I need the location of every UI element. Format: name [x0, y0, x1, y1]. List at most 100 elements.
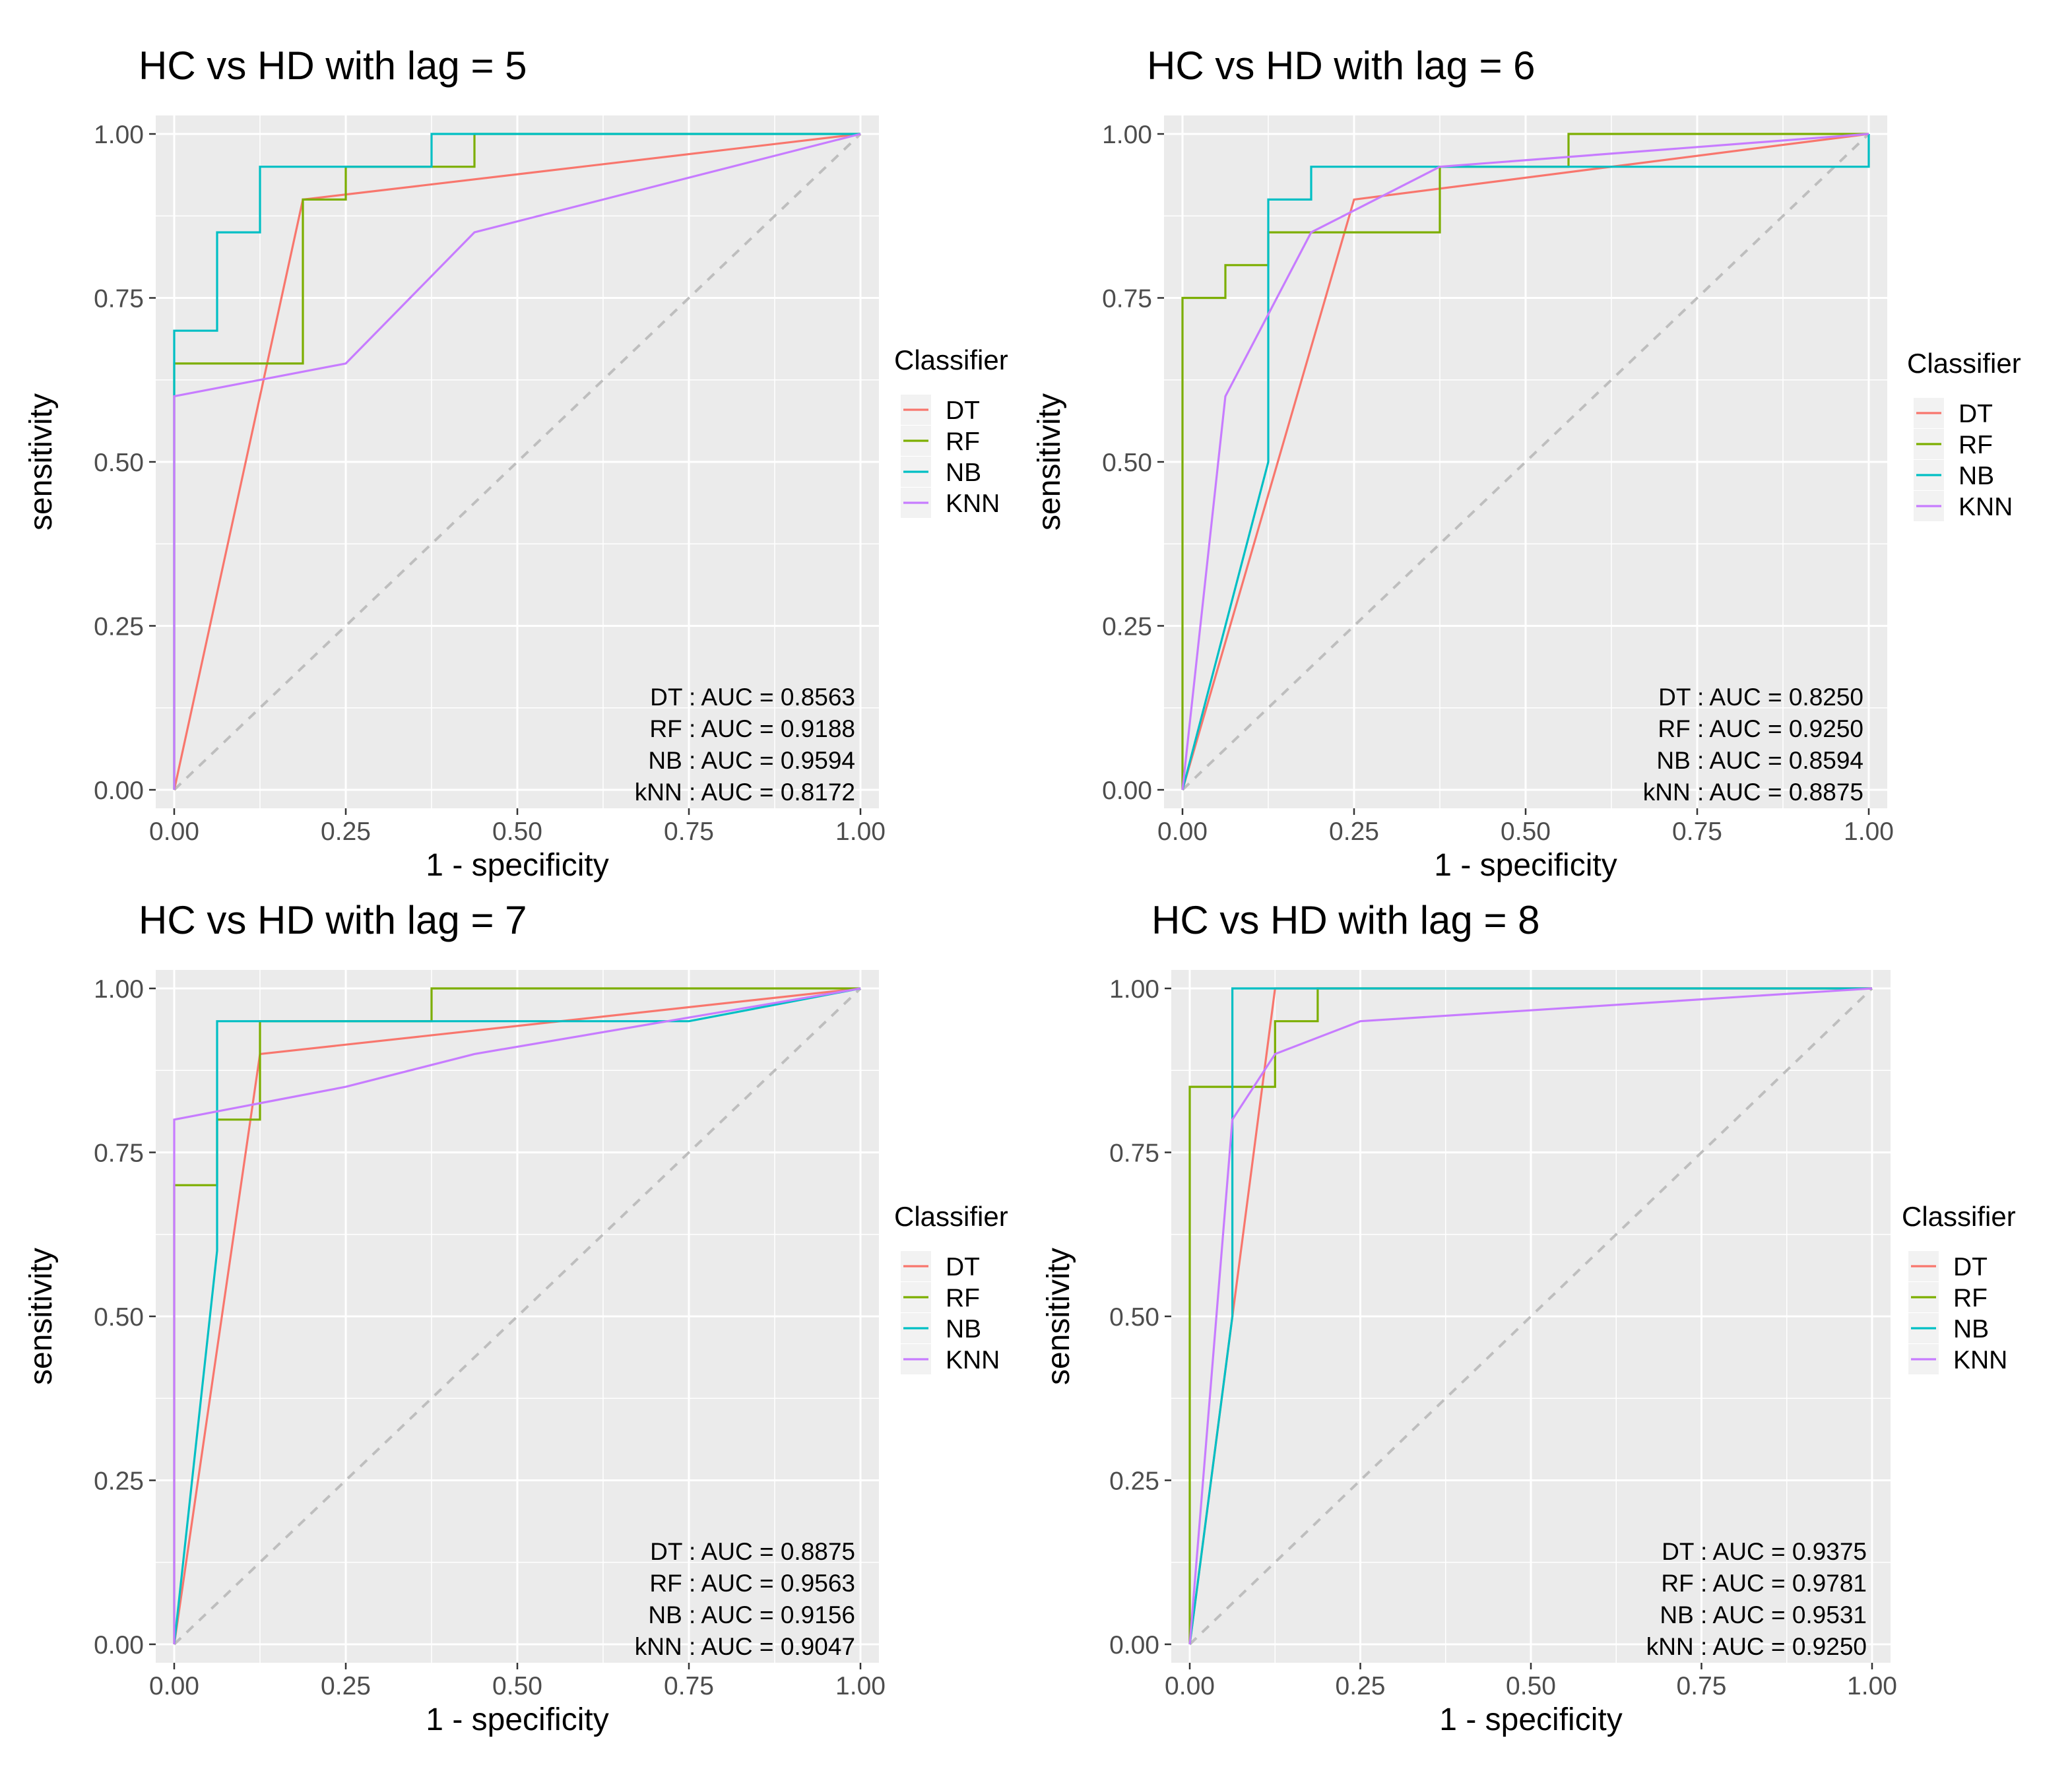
- x-tick-label: 1.00: [835, 1672, 886, 1700]
- x-tick-label: 0.50: [492, 1672, 542, 1700]
- y-tick-label: 0.75: [94, 285, 144, 313]
- chart-title: HC vs HD with lag = 5: [139, 44, 527, 88]
- roc-panel-2: HC vs HD with lag = 6 0.000.00 0.25 0.25 0.5…: [1032, 44, 2021, 883]
- y-tick-label: 1.00: [1109, 975, 1159, 1004]
- reference-diagonal-line: [173, 987, 862, 1646]
- auc-annotation: DT : AUC = 0.8563: [650, 684, 855, 711]
- legend-label: KNN: [946, 490, 1000, 518]
- auc-annotation: kNN : AUC = 0.9047: [635, 1633, 855, 1660]
- reference-diagonal-line: [1181, 133, 1870, 791]
- auc-annotation: kNN : AUC = 0.8172: [635, 779, 855, 806]
- x-tick-label: 0.00: [149, 1672, 199, 1700]
- x-tick-label: 0.00: [149, 818, 199, 846]
- legend-title: Classifier: [894, 344, 1008, 375]
- roc-panel-3: HC vs HD with lag = 7 0.000.00 0.25 0.25 0.5…: [24, 898, 1008, 1737]
- roc-curve-nb: [1181, 134, 1870, 790]
- x-axis-label: 1 - specificity: [1439, 1702, 1622, 1737]
- legend-label: NB: [946, 1315, 981, 1343]
- auc-annotation: RF : AUC = 0.9250: [1658, 715, 1863, 742]
- x-tick-label: 0.75: [1677, 1672, 1727, 1700]
- roc-curve-rf: [173, 987, 860, 1644]
- auc-annotation: NB : AUC = 0.9531: [1660, 1601, 1867, 1628]
- x-tick-label: 0.00: [1157, 818, 1208, 846]
- legend-label: DT: [946, 397, 980, 425]
- roc-panel-1: HC vs HD with lag = 5 0.000.00 0.25 0.25 0.5…: [24, 44, 1008, 883]
- x-tick-label: 0.00: [1165, 1672, 1215, 1700]
- legend-label: DT: [1959, 400, 1993, 428]
- x-tick-label: 0.50: [492, 818, 542, 846]
- legend-label: NB: [946, 459, 981, 487]
- y-tick-label: 0.25: [1102, 613, 1152, 641]
- roc-curve-knn: [1181, 133, 1869, 790]
- y-tick-label: 0.00: [1109, 1631, 1159, 1659]
- legend-label: KNN: [1953, 1346, 2007, 1374]
- auc-annotation: RF : AUC = 0.9188: [649, 715, 855, 742]
- y-tick-label: 0.50: [1102, 449, 1152, 477]
- legend-title: Classifier: [1907, 348, 2021, 379]
- legend-label: RF: [946, 1284, 980, 1312]
- roc-panel-4: HC vs HD with lag = 8 0.000.00 0.25 0.25 0.5…: [1041, 898, 2016, 1737]
- auc-annotation: DT : AUC = 0.8875: [650, 1538, 855, 1565]
- legend-label: KNN: [946, 1346, 1000, 1374]
- y-axis-label: sensitivity: [1041, 1248, 1076, 1385]
- y-tick-label: 0.25: [1109, 1467, 1159, 1496]
- x-tick-label: 0.50: [1501, 818, 1551, 846]
- x-axis-label: 1 - specificity: [426, 848, 608, 883]
- x-axis-label: 1 - specificity: [1434, 848, 1617, 883]
- auc-annotation: DT : AUC = 0.9375: [1662, 1538, 1867, 1565]
- chart-title: HC vs HD with lag = 7: [139, 898, 527, 942]
- auc-annotation: NB : AUC = 0.9156: [648, 1601, 855, 1628]
- y-tick-label: 0.25: [94, 613, 144, 641]
- legend-title: Classifier: [894, 1201, 1008, 1232]
- legend-label: NB: [1953, 1315, 1989, 1343]
- y-tick-label: 0.00: [1102, 777, 1152, 805]
- x-tick-label: 1.00: [835, 818, 886, 846]
- auc-annotation: RF : AUC = 0.9563: [649, 1570, 855, 1597]
- x-tick-label: 0.25: [321, 1672, 371, 1700]
- y-axis-label: sensitivity: [24, 393, 59, 531]
- x-tick-label: 0.25: [1329, 818, 1379, 846]
- y-tick-label: 0.50: [1109, 1303, 1159, 1332]
- x-tick-label: 1.00: [1844, 818, 1894, 846]
- roc-curve-nb: [173, 987, 861, 1645]
- x-tick-label: 0.75: [664, 818, 714, 846]
- legend-label: NB: [1959, 462, 1994, 490]
- x-tick-label: 0.75: [664, 1672, 714, 1700]
- y-tick-label: 0.75: [94, 1140, 144, 1168]
- x-tick-label: 0.25: [321, 818, 371, 846]
- y-tick-label: 1.00: [1102, 121, 1152, 149]
- x-axis-label: 1 - specificity: [426, 1702, 608, 1737]
- legend-label: RF: [1959, 431, 1993, 459]
- y-tick-label: 1.00: [94, 121, 144, 149]
- roc-curve-dt: [1181, 133, 1869, 790]
- reference-diagonal-line: [173, 133, 862, 791]
- legend-label: KNN: [1959, 493, 2013, 521]
- x-tick-label: 0.25: [1336, 1672, 1386, 1700]
- y-axis-label: sensitivity: [1032, 393, 1067, 531]
- chart-title: HC vs HD with lag = 6: [1147, 44, 1536, 88]
- legend: Classifier DT RF NB KNN: [1902, 1201, 2016, 1374]
- auc-annotation: DT : AUC = 0.8250: [1658, 684, 1863, 711]
- y-tick-label: 1.00: [94, 975, 144, 1004]
- auc-annotation: kNN : AUC = 0.9250: [1646, 1633, 1867, 1660]
- legend-label: DT: [946, 1253, 980, 1281]
- roc-curve-knn: [173, 133, 861, 790]
- x-tick-label: 1.00: [1847, 1672, 1897, 1700]
- roc-curve-knn: [173, 987, 861, 1644]
- auc-annotation: NB : AUC = 0.9594: [648, 747, 855, 774]
- y-tick-label: 0.00: [94, 777, 144, 805]
- y-tick-label: 0.25: [94, 1467, 144, 1496]
- roc-curve-nb: [173, 133, 860, 790]
- roc-curve-nb: [1188, 987, 1872, 1645]
- legend: Classifier DT RF NB KNN: [894, 1201, 1008, 1374]
- y-tick-label: 0.75: [1109, 1140, 1159, 1168]
- legend-label: DT: [1953, 1253, 1988, 1281]
- auc-annotation: kNN : AUC = 0.8875: [1643, 779, 1863, 806]
- legend-title: Classifier: [1902, 1201, 2016, 1232]
- legend-label: RF: [946, 428, 980, 456]
- y-tick-label: 0.50: [94, 449, 144, 477]
- x-tick-label: 0.75: [1672, 818, 1722, 846]
- roc-curve-knn: [1188, 987, 1873, 1645]
- legend: Classifier DT RF NB KNN: [894, 344, 1008, 518]
